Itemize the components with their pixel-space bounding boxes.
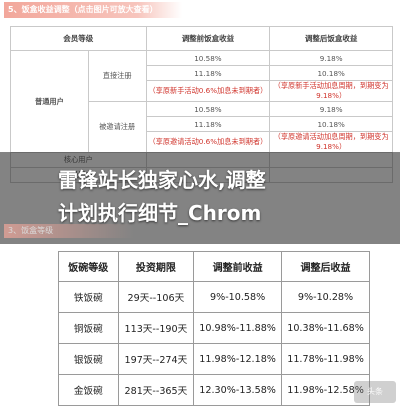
header-cell: 调整前收益	[193, 251, 283, 282]
type-cell: 直接注册	[87, 50, 147, 102]
before-cell: （享原新手活动0.6%加息未到期者）	[145, 80, 271, 102]
header-cell: 调整后收益	[281, 251, 370, 282]
table-header-row: 会员等级 调整前饭盒收益 调整后饭盒收益	[10, 26, 393, 51]
before-cell: 11.18%	[145, 65, 271, 81]
term-cell: 281天--365天	[117, 374, 195, 406]
after-cell: （享原邀请活动加息周期，到期变为9.18%）	[269, 131, 393, 153]
header-cell: 调整前饭盒收益	[145, 26, 271, 51]
header-cell: 投资期限	[117, 251, 195, 282]
section-title: 5、饭盒收益调整（点击图片可放大查看）	[4, 2, 182, 18]
before-cell: 11.98%-12.18%	[193, 343, 283, 375]
table-row: 金饭碗 281天--365天 12.30%-13.58% 11.98%-12.5…	[58, 374, 370, 406]
level-cell: 普通用户	[10, 50, 89, 153]
level-cell: 金饭碗	[58, 374, 119, 406]
term-cell: 197天--274天	[117, 343, 195, 375]
after-cell: 9.18%	[269, 101, 393, 117]
after-cell: 9%-10.28%	[281, 281, 370, 313]
after-cell: 9.18%	[269, 50, 393, 66]
before-cell: 12.30%-13.58%	[193, 374, 283, 406]
bowl-level-table: 饭碗等级 投资期限 调整前收益 调整后收益 铁饭碗 29天--106天 9%-1…	[58, 251, 370, 406]
before-cell: 9%-10.58%	[193, 281, 283, 313]
header-cell: 调整后饭盒收益	[269, 26, 393, 51]
after-cell: 11.98%-12.58%	[281, 374, 370, 406]
table-row: 被邀请注册 10.58% 9.18%	[11, 101, 393, 153]
level-cell: 铁饭碗	[58, 281, 119, 313]
level-cell: 铜饭碗	[58, 312, 119, 344]
header-cell: 饭碗等级	[58, 251, 119, 282]
table-row: 11.18% 10.18%	[11, 65, 393, 81]
after-cell: 10.18%	[269, 65, 393, 81]
table-row: 银饭碗 197天--274天 11.98%-12.18% 11.78%-11.9…	[58, 343, 370, 375]
after-cell: 10.18%	[269, 116, 393, 132]
after-cell: 11.78%-11.98%	[281, 343, 370, 375]
level-cell: 银饭碗	[58, 343, 119, 375]
top-section: 5、饭盒收益调整（点击图片可放大查看） 会员等级 调整前饭盒收益 调整后饭盒收益…	[0, 0, 400, 183]
term-cell: 29天--106天	[117, 281, 195, 313]
term-cell: 113天--190天	[117, 312, 195, 344]
table-row: 11.18% 10.18%	[11, 116, 393, 132]
before-cell: 11.18%	[145, 116, 271, 132]
table-row: 铜饭碗 113天--190天 10.98%-11.88% 10.38%-11.6…	[58, 312, 370, 344]
headline-line-1: 雷锋站长独家心水,调整	[58, 168, 266, 192]
after-cell: 10.38%-11.68%	[281, 312, 370, 344]
watermark-logo: 头条	[354, 381, 396, 403]
section3-title: 3、饭盒等级	[4, 224, 134, 238]
headline-line-2: 计划执行细节_Chrom	[58, 201, 262, 225]
before-cell: 10.98%-11.88%	[193, 312, 283, 344]
after-cell: （享原新手活动加息周期，到期变为9.18%）	[269, 80, 393, 102]
before-cell: 10.58%	[145, 50, 271, 66]
table-row: 铁饭碗 29天--106天 9%-10.58% 9%-10.28%	[58, 281, 370, 313]
type-cell: 被邀请注册	[87, 101, 147, 153]
table-header-row: 饭碗等级 投资期限 调整前收益 调整后收益	[58, 251, 370, 282]
table-row: （享原邀请活动0.6%加息未到期者） （享原邀请活动加息周期，到期变为9.18%…	[11, 131, 393, 153]
table-row: 普通用户 直接注册 10.58% 9.18%	[10, 50, 393, 153]
before-cell: 10.58%	[145, 101, 271, 117]
header-cell: 会员等级	[10, 26, 147, 51]
before-cell: （享原邀请活动0.6%加息未到期者）	[145, 131, 271, 153]
headline-text[interactable]: 雷锋站长独家心水,调整 计划执行细节_Chrom	[58, 164, 358, 230]
